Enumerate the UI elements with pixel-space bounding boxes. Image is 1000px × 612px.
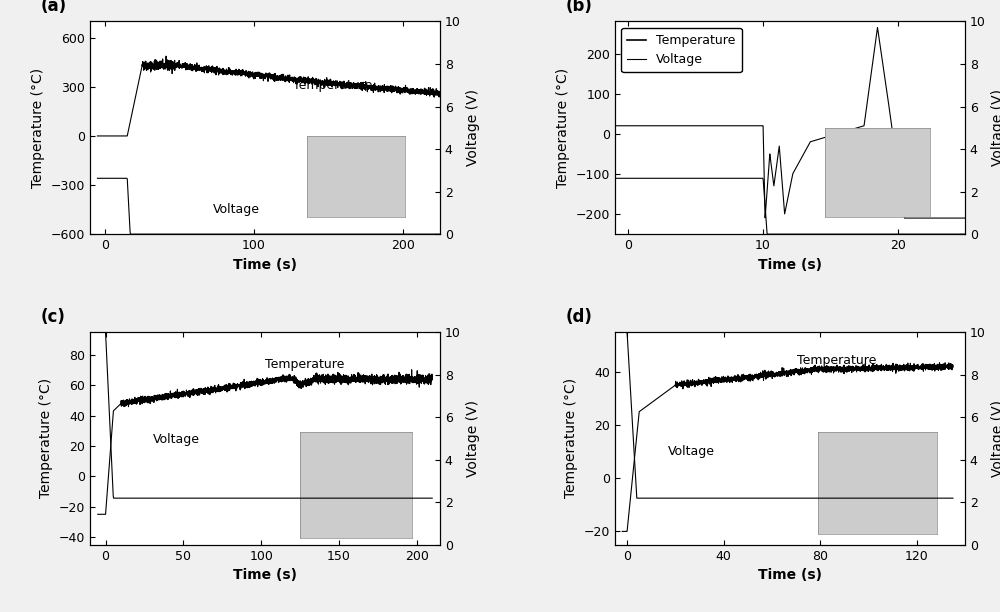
X-axis label: Time (s): Time (s) (233, 568, 297, 582)
X-axis label: Time (s): Time (s) (758, 258, 822, 272)
Text: Temperature: Temperature (265, 358, 344, 371)
Y-axis label: Temperature (°C): Temperature (°C) (564, 378, 578, 498)
Text: Temperature: Temperature (293, 80, 372, 92)
Y-axis label: Temperature (°C): Temperature (°C) (556, 68, 570, 188)
Text: (b): (b) (566, 0, 593, 15)
Text: Voltage: Voltage (212, 203, 260, 216)
Text: (c): (c) (41, 308, 66, 326)
Y-axis label: Temperature (°C): Temperature (°C) (39, 378, 53, 498)
Text: (a): (a) (41, 0, 67, 15)
Y-axis label: Temperature (°C): Temperature (°C) (31, 68, 45, 188)
Y-axis label: Voltage (V): Voltage (V) (466, 89, 480, 166)
Text: Temperature: Temperature (797, 354, 876, 367)
Text: Voltage: Voltage (153, 433, 200, 446)
Text: (d): (d) (566, 308, 593, 326)
Y-axis label: Voltage (V): Voltage (V) (466, 400, 480, 477)
Text: Voltage: Voltage (667, 446, 714, 458)
Y-axis label: Voltage (V): Voltage (V) (991, 89, 1000, 166)
Legend: Temperature, Voltage: Temperature, Voltage (621, 28, 742, 72)
X-axis label: Time (s): Time (s) (233, 258, 297, 272)
X-axis label: Time (s): Time (s) (758, 568, 822, 582)
Y-axis label: Voltage (V): Voltage (V) (991, 400, 1000, 477)
